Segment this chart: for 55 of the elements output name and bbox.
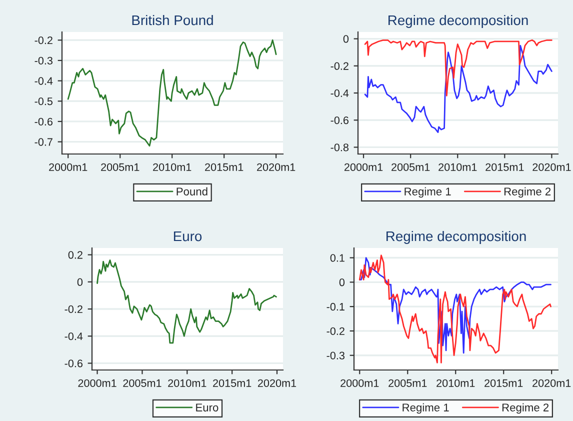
- y-tick-label: -0.2: [326, 327, 344, 335]
- legend-label: Regime 1: [404, 187, 451, 198]
- x-tick-label: 2000m1: [78, 379, 116, 387]
- x-tick-label: 2005m1: [388, 379, 427, 387]
- line-series: [96, 260, 277, 344]
- y-tick-label: -0.6: [34, 118, 52, 126]
- x-tick-label: 2005m1: [392, 163, 430, 171]
- y-tick-label: -0.2: [34, 36, 52, 44]
- y-tick-label: -0.5: [34, 97, 53, 106]
- chart-title: Regime decomposition: [386, 230, 526, 244]
- y-tick-label: -0.7: [34, 138, 52, 146]
- x-tick-label: 2010m1: [438, 163, 477, 171]
- x-tick-label: 2010m1: [436, 379, 475, 387]
- chart-title: Euro: [174, 232, 202, 242]
- y-tick-label: 0: [339, 278, 345, 286]
- line-series: [364, 39, 552, 96]
- line-series: [364, 44, 552, 134]
- x-tick-label: 2020m1: [258, 379, 296, 387]
- x-tick-label: 2005m1: [101, 163, 140, 171]
- y-tick-label: -0.6: [64, 360, 82, 368]
- legend-label: Regime 2: [502, 403, 549, 414]
- y-tick-label: -0.2: [330, 62, 348, 70]
- y-tick-label: -0.4: [34, 77, 53, 85]
- y-tick-label: -0.4: [64, 332, 83, 340]
- legend-label: Euro: [196, 404, 218, 412]
- x-tick-label: 2005m1: [123, 379, 162, 387]
- y-tick-label: -0.2: [64, 305, 82, 314]
- y-tick-label: -0.1: [326, 302, 344, 311]
- x-tick-label: 2000m1: [344, 163, 383, 171]
- legend-label: Pound: [176, 187, 208, 196]
- legend-label: Regime 2: [504, 187, 551, 198]
- x-tick-label: 2000m1: [340, 379, 379, 387]
- x-tick-label: 2015m1: [486, 163, 524, 171]
- x-tick-label: 2010m1: [153, 163, 192, 171]
- line-series: [67, 39, 277, 147]
- x-tick-label: 2020m1: [532, 163, 571, 171]
- y-tick-label: -0.8: [330, 144, 349, 152]
- y-tick-label: -0.3: [326, 352, 344, 360]
- y-tick-label: -0.3: [34, 56, 52, 64]
- x-tick-label: 2020m1: [532, 379, 571, 387]
- y-tick-label: 0: [343, 35, 349, 43]
- x-tick-label: 2015m1: [213, 379, 252, 387]
- chart-title: British Pound: [132, 14, 213, 26]
- y-tick-label: 0.2: [68, 251, 82, 259]
- legend-label: Regime 1: [402, 403, 449, 414]
- x-tick-label: 2000m1: [49, 163, 88, 171]
- chart-title: Regime decomposition: [388, 14, 528, 28]
- x-tick-label: 2015m1: [205, 163, 244, 171]
- y-tick-label: 0: [77, 278, 83, 286]
- y-tick-label: -0.6: [330, 116, 348, 124]
- x-tick-label: 2010m1: [168, 379, 206, 387]
- x-tick-label: 2020m1: [257, 163, 296, 171]
- x-tick-label: 2015m1: [484, 379, 523, 387]
- y-tick-label: 0.1: [330, 254, 344, 262]
- y-tick-label: -0.4: [330, 89, 349, 98]
